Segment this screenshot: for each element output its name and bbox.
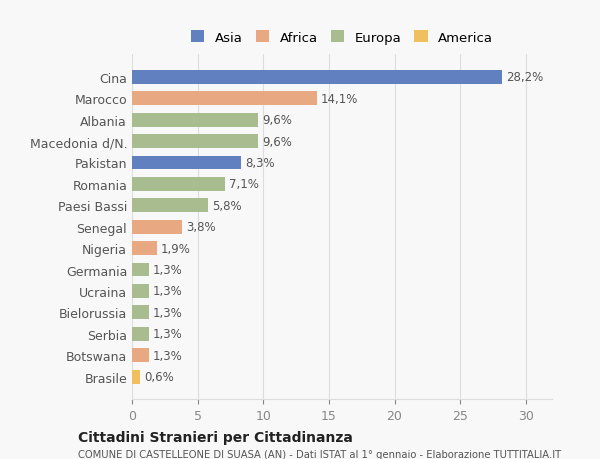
Text: 14,1%: 14,1% xyxy=(321,93,358,106)
Text: 3,8%: 3,8% xyxy=(186,221,215,234)
Bar xyxy=(132,156,241,170)
Bar xyxy=(132,263,149,277)
Text: 1,3%: 1,3% xyxy=(153,328,183,341)
Bar xyxy=(132,327,149,341)
Text: 9,6%: 9,6% xyxy=(262,114,292,127)
Text: 1,3%: 1,3% xyxy=(153,349,183,362)
Text: 5,8%: 5,8% xyxy=(212,199,242,213)
Bar xyxy=(132,241,157,256)
Bar xyxy=(132,113,258,127)
Legend: Asia, Africa, Europa, America: Asia, Africa, Europa, America xyxy=(187,27,497,49)
Bar xyxy=(132,135,258,149)
Text: COMUNE DI CASTELLEONE DI SUASA (AN) - Dati ISTAT al 1° gennaio - Elaborazione TU: COMUNE DI CASTELLEONE DI SUASA (AN) - Da… xyxy=(78,449,561,459)
Text: 1,9%: 1,9% xyxy=(161,242,191,255)
Text: 1,3%: 1,3% xyxy=(153,306,183,319)
Bar xyxy=(132,220,182,234)
Bar xyxy=(132,199,208,213)
Bar xyxy=(132,284,149,298)
Text: 0,6%: 0,6% xyxy=(144,370,173,383)
Text: Cittadini Stranieri per Cittadinanza: Cittadini Stranieri per Cittadinanza xyxy=(78,430,353,444)
Bar xyxy=(132,71,502,84)
Bar xyxy=(132,178,225,191)
Bar xyxy=(132,370,140,384)
Text: 28,2%: 28,2% xyxy=(506,71,544,84)
Bar xyxy=(132,348,149,362)
Text: 1,3%: 1,3% xyxy=(153,263,183,276)
Text: 7,1%: 7,1% xyxy=(229,178,259,191)
Text: 8,3%: 8,3% xyxy=(245,157,275,170)
Bar xyxy=(132,306,149,319)
Text: 1,3%: 1,3% xyxy=(153,285,183,298)
Text: 9,6%: 9,6% xyxy=(262,135,292,148)
Bar xyxy=(132,92,317,106)
